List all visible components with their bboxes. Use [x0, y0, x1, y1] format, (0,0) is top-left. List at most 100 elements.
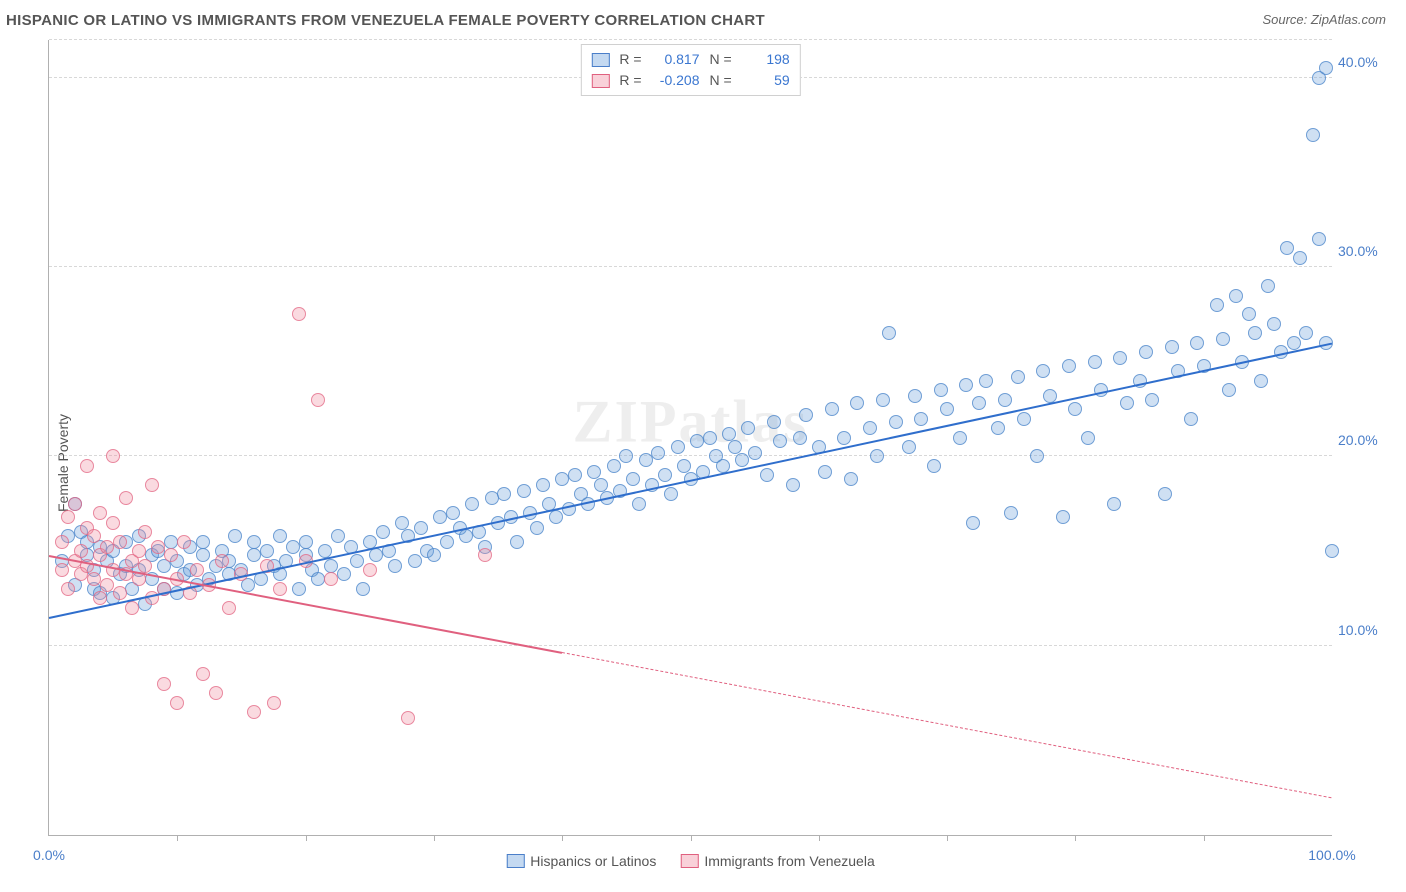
data-point [497, 487, 511, 501]
data-point [837, 431, 851, 445]
legend-stats: R = 0.817 N = 198R =-0.208N =59 [580, 44, 800, 96]
data-point [927, 459, 941, 473]
legend-swatch [591, 74, 609, 88]
data-point [793, 431, 807, 445]
n-label: N = [710, 49, 732, 70]
data-point [735, 453, 749, 467]
r-value: 0.817 [652, 49, 700, 70]
data-point [388, 559, 402, 573]
data-point [427, 548, 441, 562]
data-point [1017, 412, 1031, 426]
data-point [607, 459, 621, 473]
data-point [1210, 298, 1224, 312]
data-point [1107, 497, 1121, 511]
x-tick [177, 835, 178, 841]
data-point [401, 711, 415, 725]
data-point [1004, 506, 1018, 520]
gridline [49, 266, 1332, 267]
n-label: N = [710, 70, 732, 91]
gridline [49, 645, 1332, 646]
data-point [767, 415, 781, 429]
legend-label: Immigrants from Venezuela [704, 853, 874, 869]
data-point [119, 491, 133, 505]
legend-swatch [680, 854, 698, 868]
data-point [196, 667, 210, 681]
data-point [478, 548, 492, 562]
x-tick [1204, 835, 1205, 841]
legend-item: Immigrants from Venezuela [680, 853, 874, 869]
data-point [190, 563, 204, 577]
data-point [760, 468, 774, 482]
data-point [247, 535, 261, 549]
data-point [1216, 332, 1230, 346]
x-tick-label: 0.0% [33, 847, 65, 863]
data-point [882, 326, 896, 340]
r-label: R = [619, 49, 641, 70]
data-point [106, 449, 120, 463]
data-point [959, 378, 973, 392]
data-point [125, 601, 139, 615]
data-point [536, 478, 550, 492]
data-point [273, 582, 287, 596]
gridline [49, 455, 1332, 456]
data-point [446, 506, 460, 520]
data-point [1145, 393, 1159, 407]
data-point [273, 529, 287, 543]
data-point [292, 582, 306, 596]
data-point [299, 535, 313, 549]
data-point [164, 548, 178, 562]
data-point [1242, 307, 1256, 321]
data-point [1319, 61, 1333, 75]
data-point [1299, 326, 1313, 340]
data-point [914, 412, 928, 426]
legend-swatch [506, 854, 524, 868]
title-bar: HISPANIC OR LATINO VS IMMIGRANTS FROM VE… [0, 0, 1406, 35]
data-point [87, 529, 101, 543]
data-point [350, 554, 364, 568]
data-point [311, 393, 325, 407]
data-point [651, 446, 665, 460]
x-tick [306, 835, 307, 841]
data-point [1088, 355, 1102, 369]
data-point [247, 705, 261, 719]
data-point [517, 484, 531, 498]
data-point [61, 582, 75, 596]
data-point [818, 465, 832, 479]
legend-stat-row: R =-0.208N =59 [591, 70, 789, 91]
data-point [741, 421, 755, 435]
data-point [1113, 351, 1127, 365]
data-point [177, 535, 191, 549]
data-point [863, 421, 877, 435]
data-point [363, 563, 377, 577]
data-point [594, 478, 608, 492]
data-point [267, 696, 281, 710]
data-point [106, 516, 120, 530]
n-value: 198 [742, 49, 790, 70]
data-point [138, 559, 152, 573]
data-point [568, 468, 582, 482]
data-point [671, 440, 685, 454]
data-point [1312, 232, 1326, 246]
data-point [113, 586, 127, 600]
data-point [196, 548, 210, 562]
r-label: R = [619, 70, 641, 91]
data-point [132, 544, 146, 558]
data-point [748, 446, 762, 460]
data-point [151, 540, 165, 554]
data-point [74, 544, 88, 558]
y-tick-label: 10.0% [1338, 622, 1394, 638]
data-point [1056, 510, 1070, 524]
data-point [870, 449, 884, 463]
gridline [49, 39, 1332, 40]
data-point [1229, 289, 1243, 303]
source-label: Source: ZipAtlas.com [1262, 12, 1386, 27]
data-point [825, 402, 839, 416]
data-point [408, 554, 422, 568]
data-point [1120, 396, 1134, 410]
data-point [773, 434, 787, 448]
data-point [619, 449, 633, 463]
data-point [844, 472, 858, 486]
x-tick [562, 835, 563, 841]
data-point [80, 459, 94, 473]
data-point [324, 559, 338, 573]
